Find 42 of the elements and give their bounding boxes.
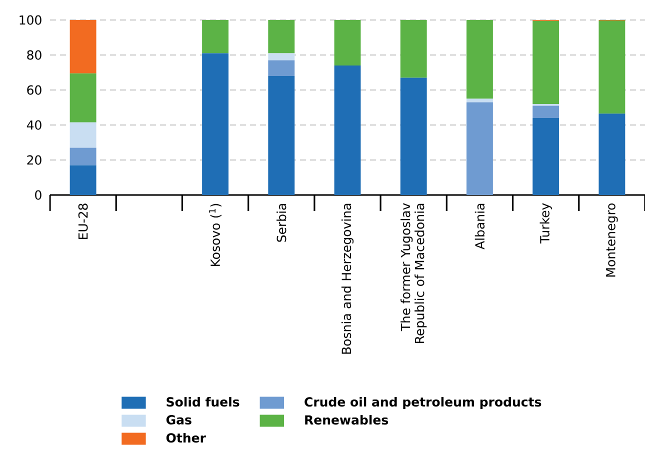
x-tick-label: EU-28 <box>78 204 88 240</box>
legend-label: Renewables <box>305 414 388 425</box>
bar <box>532 20 560 104</box>
bar <box>70 165 96 196</box>
bar <box>334 66 361 196</box>
bar <box>268 53 295 60</box>
bar <box>268 20 295 54</box>
x-tick-label: Albania <box>474 204 485 250</box>
bar <box>400 20 427 78</box>
bar <box>268 76 295 196</box>
x-tick-label: The former Yugoslav Republic of Macedonia <box>400 203 427 344</box>
legend-label: Solid fuels <box>166 396 240 407</box>
bar <box>70 73 96 122</box>
y-tick-label: 0 <box>35 190 42 200</box>
y-tick-label: 40 <box>26 120 42 130</box>
bar <box>70 20 96 74</box>
legend-label: Crude oil and petroleum products <box>304 396 542 410</box>
x-tick-label: Kosovo ($^{1}$) <box>209 204 222 266</box>
bar <box>532 118 560 196</box>
x-tick-label: Bosnia and Herzegovina <box>341 204 354 354</box>
bar <box>466 102 493 196</box>
bar <box>598 114 626 196</box>
y-tick-label: 20 <box>27 155 42 165</box>
bar <box>598 20 626 114</box>
bar <box>400 78 427 196</box>
bar <box>70 122 96 148</box>
x-tick-label: Montenegro <box>606 203 618 277</box>
x-tick-label: Turkey <box>540 203 552 244</box>
y-tick-label: 60 <box>27 85 42 95</box>
bar <box>70 148 96 166</box>
bar <box>466 20 493 99</box>
bar <box>466 98 493 102</box>
bar <box>334 20 361 66</box>
bar <box>202 53 229 196</box>
legend-label: Other <box>166 432 206 443</box>
bar <box>532 106 560 118</box>
y-tick-label: 100 <box>20 15 42 25</box>
bar <box>268 60 295 76</box>
bar <box>202 20 229 54</box>
legend-label: Gas <box>166 415 192 425</box>
y-tick-label: 80 <box>27 50 42 60</box>
x-tick-label: Serbia <box>276 204 286 242</box>
